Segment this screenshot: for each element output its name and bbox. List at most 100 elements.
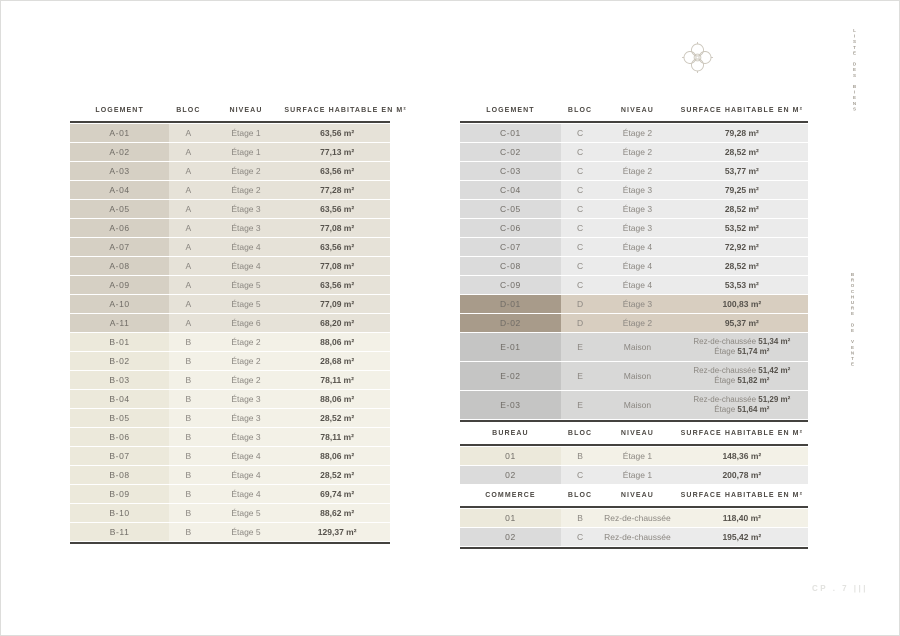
table-row: C-04 C Étage 3 79,25 m² [460, 181, 808, 199]
unit-surface: 78,11 m² [284, 428, 390, 446]
unit-bloc: A [169, 200, 208, 218]
unit-id: 01 [460, 447, 561, 465]
unit-bloc: C [560, 257, 600, 275]
unit-bloc: A [169, 219, 208, 237]
table-row: B-02 B Étage 2 28,68 m² [70, 352, 390, 370]
unit-id: B-10 [70, 504, 170, 522]
table-row: D-01 D Étage 3 100,83 m² [460, 295, 808, 313]
unit-id: A-11 [70, 314, 170, 332]
unit-niveau: Étage 4 [599, 276, 676, 294]
unit-bloc: B [169, 371, 208, 389]
unit-id: C-04 [460, 181, 561, 199]
unit-surface: 28,52 m² [284, 466, 390, 484]
table-row: B-06 B Étage 3 78,11 m² [70, 428, 390, 446]
unit-niveau: Étage 3 [207, 219, 285, 237]
unit-bloc: B [560, 509, 600, 527]
unit-surface: 68,20 m² [284, 314, 390, 332]
unit-niveau: Étage 4 [207, 257, 285, 275]
unit-niveau: Étage 4 [207, 485, 285, 503]
unit-niveau: Étage 5 [207, 295, 285, 313]
column-header: NIVEAU [620, 430, 654, 437]
unit-niveau: Maison [599, 362, 676, 390]
bureau-table: BUREAU BLOC NIVEAU SURFACE HABITABLE EN M² 0… [460, 427, 808, 484]
unit-id: B-07 [70, 447, 170, 465]
surface-line: Rez-de-chaussée 51,29 m² [693, 395, 790, 405]
unit-id: C-08 [460, 257, 561, 275]
column-header: BLOC [567, 492, 593, 499]
unit-surface: 200,78 m² [675, 466, 808, 484]
unit-niveau: Rez-de-chaussée [599, 528, 676, 546]
column-header: NIVEAU [620, 107, 654, 114]
unit-bloc: D [560, 295, 600, 313]
unit-niveau: Étage 1 [207, 124, 285, 142]
unit-id: A-04 [70, 181, 170, 199]
table-header-row: LOGEMENT BLOC NIVEAU SURFACE HABITABLE EN M… [460, 104, 808, 117]
unit-bloc: B [169, 447, 208, 465]
unit-niveau: Étage 4 [207, 238, 285, 256]
unit-id: A-08 [70, 257, 170, 275]
unit-surface: Rez-de-chaussée 51,29 m² Étage 51,64 m² [675, 391, 808, 419]
unit-id: E-01 [460, 333, 561, 361]
unit-surface: 129,37 m² [284, 523, 390, 541]
unit-surface: 88,06 m² [284, 333, 390, 351]
unit-bloc: D [560, 314, 600, 332]
table-row: B-01 B Étage 2 88,06 m² [70, 333, 390, 351]
surface-label: Étage [714, 347, 738, 356]
unit-id: C-03 [460, 162, 561, 180]
column-header: SURFACE HABITABLE EN M² [284, 107, 407, 114]
surface-label: Rez-de-chaussée [693, 366, 759, 375]
table-row: C-08 C Étage 4 28,52 m² [460, 257, 808, 275]
unit-surface: 88,62 m² [284, 504, 390, 522]
unit-surface: Rez-de-chaussée 51,34 m² Étage 51,74 m² [675, 333, 808, 361]
surface-value: 51,29 m² [758, 395, 791, 404]
unit-surface: 63,56 m² [284, 276, 390, 294]
table-row: A-06 A Étage 3 77,08 m² [70, 219, 390, 237]
unit-bloc: C [560, 181, 600, 199]
unit-bloc: E [560, 391, 600, 419]
unit-niveau: Rez-de-chaussée [599, 509, 676, 527]
surface-label: Étage [714, 376, 738, 385]
table-header-row: BUREAU BLOC NIVEAU SURFACE HABITABLE EN M² [460, 427, 808, 440]
table-bottom-rule [460, 547, 808, 549]
units-table-a-b: LOGEMENT BLOC NIVEAU SURFACE HABITABLE EN M… [70, 104, 407, 544]
surface-label: Rez-de-chaussée [693, 337, 759, 346]
unit-bloc: B [169, 409, 208, 427]
unit-id: C-09 [460, 276, 561, 294]
surface-value: 51,74 m² [737, 347, 770, 356]
unit-surface: 63,56 m² [284, 200, 390, 218]
table-row: B-07 B Étage 4 88,06 m² [70, 447, 390, 465]
surface-value: 51,82 m² [737, 376, 770, 385]
surface-line: Étage 51,74 m² [714, 347, 769, 357]
surface-value: 51,34 m² [758, 337, 791, 346]
unit-id: A-01 [70, 124, 170, 142]
table-row: C-02 C Étage 2 28,52 m² [460, 143, 808, 161]
unit-surface: 63,56 m² [284, 124, 390, 142]
unit-bloc: B [169, 333, 208, 351]
table-row: 02 C Rez-de-chaussée 195,42 m² [460, 528, 808, 546]
column-header: NIVEAU [229, 107, 263, 114]
unit-id: D-02 [460, 314, 561, 332]
unit-niveau: Étage 3 [207, 428, 285, 446]
unit-niveau: Étage 5 [207, 504, 285, 522]
unit-id: 01 [460, 509, 561, 527]
unit-surface: 78,11 m² [284, 371, 390, 389]
unit-niveau: Étage 3 [599, 219, 676, 237]
surface-line: Étage 51,64 m² [714, 405, 769, 415]
unit-id: C-02 [460, 143, 561, 161]
unit-bloc: B [169, 466, 208, 484]
unit-surface: 77,28 m² [284, 181, 390, 199]
unit-niveau: Étage 2 [207, 162, 285, 180]
table-row: E-01 E Maison Rez-de-chaussée 51,34 m² Étage… [460, 333, 808, 361]
unit-id: B-09 [70, 485, 170, 503]
unit-surface: 28,52 m² [675, 257, 808, 275]
column-header: SURFACE HABITABLE EN M² [680, 107, 804, 114]
unit-niveau: Étage 2 [207, 352, 285, 370]
table-row: A-01 A Étage 1 63,56 m² [70, 124, 390, 142]
unit-bloc: C [560, 219, 600, 237]
units-table-c-d-e: LOGEMENT BLOC NIVEAU SURFACE HABITABLE EN M… [460, 104, 808, 422]
unit-bloc: C [560, 200, 600, 218]
surface-value: 51,64 m² [737, 405, 770, 414]
unit-surface: 195,42 m² [675, 528, 808, 546]
unit-surface: 28,68 m² [284, 352, 390, 370]
unit-niveau: Maison [599, 391, 676, 419]
